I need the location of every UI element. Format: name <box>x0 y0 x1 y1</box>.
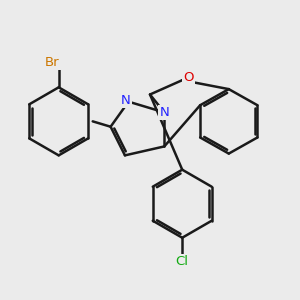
Text: O: O <box>183 71 194 84</box>
Text: Br: Br <box>45 56 60 69</box>
Text: Cl: Cl <box>176 255 189 268</box>
Text: N: N <box>159 106 169 119</box>
Text: N: N <box>121 94 130 107</box>
